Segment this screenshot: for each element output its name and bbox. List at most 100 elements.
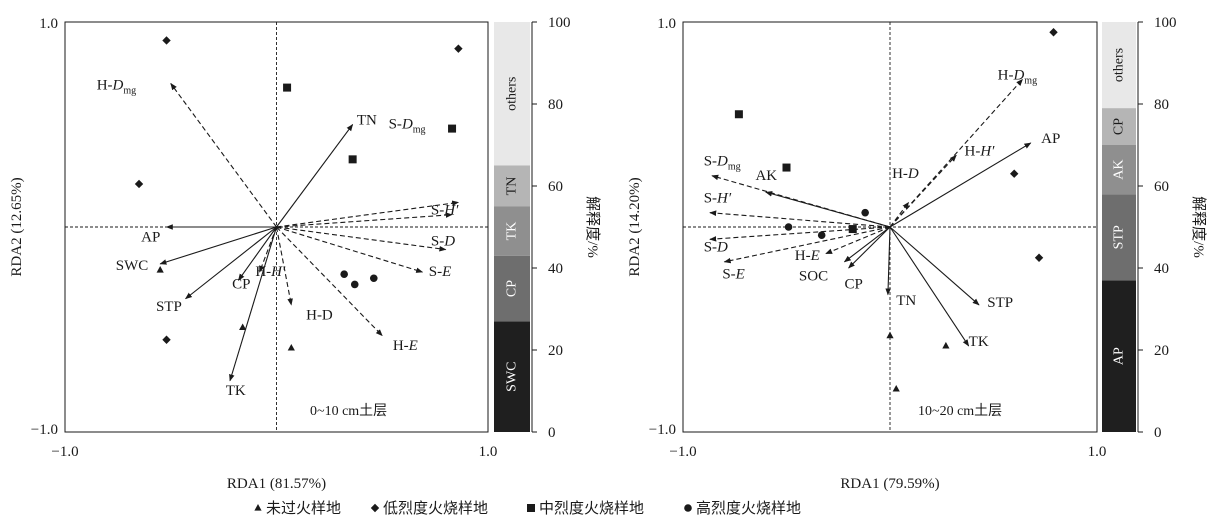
point-low	[162, 335, 171, 344]
bar-tick-label: 60	[1154, 179, 1169, 195]
point-moderate	[734, 110, 743, 119]
vector-h-h-	[889, 154, 957, 228]
vector-label: S-Dmg	[704, 154, 741, 173]
legend-label-high: 高烈度火烧样地	[696, 500, 801, 517]
vector-label: H-E	[795, 248, 820, 264]
bar-segment-label: CP	[1112, 118, 1127, 135]
soil-layer-label: 10~20 cm土层	[918, 403, 1002, 419]
bar-segment-label: AP	[1112, 347, 1127, 365]
bar-segment-tk	[494, 206, 530, 256]
point-low	[1049, 28, 1058, 37]
bar-segment-label: others	[1112, 48, 1127, 82]
rda-panel-10-20cm: 1.0 −1.0 −1.0 1.0 RDA1 (79.59%) RDA2 (14.20%)…	[627, 15, 1207, 492]
vector-label: H-H′	[255, 264, 286, 280]
vector-h-dmg	[170, 82, 277, 228]
y-axis-title: RDA2 (12.65%)	[9, 177, 25, 276]
bar-segment-ak	[1102, 145, 1136, 195]
vector-s-d	[709, 226, 891, 242]
bar-tick-label: 60	[548, 179, 563, 195]
point-moderate	[283, 83, 292, 92]
vector-tk	[889, 226, 970, 347]
vector-s-d	[276, 226, 447, 252]
bar-tick-label: 40	[548, 261, 563, 277]
vector-h-e	[825, 226, 891, 255]
vector-label: S-D	[431, 233, 455, 249]
point-moderate	[448, 124, 457, 133]
vector-s-h-	[709, 210, 891, 228]
bar-tick-label: 0	[548, 425, 556, 441]
y-tick-label: −1.0	[649, 422, 676, 438]
vector-label: STP	[987, 295, 1013, 311]
legend-label-moderate: 中烈度火烧样地	[539, 500, 644, 517]
legend-marker-high	[684, 504, 692, 512]
point-unburned	[287, 343, 295, 351]
bar-segment-label: TN	[505, 177, 520, 196]
bar-segment-cp	[494, 255, 530, 322]
vector-label: AP	[141, 229, 160, 245]
point-low	[162, 36, 171, 45]
point-high	[817, 231, 826, 239]
bar-tick-label: 100	[1154, 15, 1177, 31]
vector-cp	[237, 226, 277, 281]
bar-segment-stp	[1102, 194, 1136, 281]
vector-stp	[185, 226, 277, 300]
vector-swc	[159, 226, 277, 265]
vector-stp	[889, 226, 980, 306]
vector-label: S-H′	[704, 190, 732, 206]
vector-tn	[885, 226, 891, 296]
y-tick-label: 1.0	[39, 16, 58, 32]
vector-s-dmg	[276, 200, 460, 228]
vector-label: AK	[755, 168, 777, 184]
vector-label: CP	[232, 277, 250, 293]
bar-axis-title: 解释度/%	[1190, 196, 1207, 258]
bar-segment-label: TK	[505, 222, 520, 241]
vector-label: AP	[1041, 131, 1060, 147]
vector-cp	[848, 226, 891, 269]
vector-h-dmg	[889, 78, 1023, 228]
vector-ak	[765, 191, 891, 228]
point-moderate	[848, 225, 857, 234]
bar-tick-label: 20	[548, 343, 563, 359]
point-unburned	[156, 266, 164, 273]
vector-label: SWC	[116, 258, 149, 274]
bar-segment-label: STP	[1112, 225, 1127, 249]
vector-ap	[889, 142, 1032, 228]
x-tick-label: −1.0	[51, 444, 78, 460]
point-moderate	[348, 155, 357, 164]
vector-label: S-D	[704, 240, 728, 256]
rda-panel-0-10cm: 1.0 −1.0 −1.0 1.0 RDA1 (81.57%) RDA2 (12.65%)…	[9, 15, 601, 492]
vector-label: S-Dmg	[389, 117, 426, 136]
bar-segment-cp	[1102, 108, 1136, 145]
vector-s-h-	[276, 212, 453, 228]
vector-label: STP	[156, 299, 182, 315]
vector-label: TK	[226, 383, 246, 399]
legend-label-low: 低烈度火烧样地	[383, 500, 488, 517]
vector-tn	[276, 123, 354, 228]
point-low	[134, 179, 144, 189]
point-low	[1010, 169, 1019, 178]
point-unburned	[942, 341, 950, 349]
x-tick-label: 1.0	[1088, 444, 1107, 460]
bar-segment-tn	[494, 165, 530, 207]
x-tick-label: 1.0	[479, 444, 498, 460]
bar-segment-label: CP	[505, 280, 520, 297]
point-high	[340, 270, 348, 278]
bar-tick-label: 0	[1154, 425, 1162, 441]
bar-segment-label: SWC	[505, 361, 520, 391]
point-low	[1034, 253, 1044, 262]
x-tick-label: −1.0	[669, 444, 696, 460]
point-low	[454, 44, 463, 53]
vector-label: H-Dmg	[998, 67, 1037, 86]
bar-segment-others	[1102, 22, 1136, 109]
vector-label: SOC	[799, 268, 828, 284]
x-axis-title: RDA1 (81.57%)	[227, 476, 326, 492]
legend-marker-unburned	[254, 504, 262, 511]
bar-segment-label: AK	[1112, 159, 1127, 179]
bar-tick-label: 80	[548, 97, 563, 113]
vector-label: TK	[969, 334, 989, 350]
point-high	[369, 274, 378, 283]
bar-segment-others	[494, 22, 530, 166]
y-tick-label: −1.0	[31, 422, 58, 438]
vector-label: S-E	[722, 266, 745, 282]
